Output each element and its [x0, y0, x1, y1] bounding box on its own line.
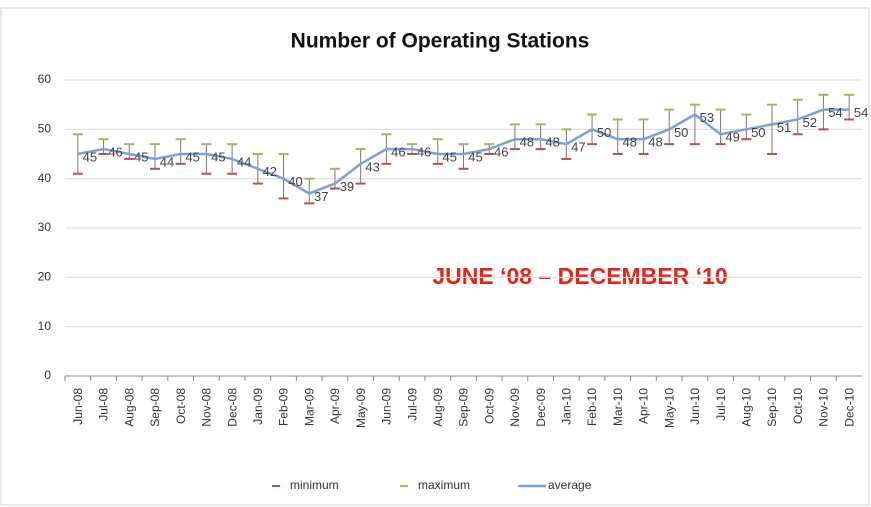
data-label: 48	[520, 135, 534, 150]
x-tick-label: Jul-08	[97, 388, 111, 421]
y-tick-label: 30	[38, 220, 52, 234]
x-tick-label: Feb-09	[277, 388, 291, 426]
chart-frame	[0, 7, 870, 506]
x-tick-label: Sep-08	[148, 388, 162, 427]
x-tick-label: Dec-10	[842, 388, 856, 427]
data-label: 47	[571, 140, 585, 155]
data-label: 52	[802, 115, 816, 130]
y-tick-label: 60	[38, 72, 52, 86]
data-label: 48	[648, 135, 662, 150]
x-tick-label: Apr-09	[328, 388, 342, 424]
x-tick-label: Feb-10	[585, 388, 599, 426]
data-label: 54	[828, 105, 842, 120]
x-tick-label: Aug-10	[739, 388, 753, 427]
data-label: 50	[597, 125, 611, 140]
y-tick-label: 0	[44, 368, 51, 382]
x-tick-label: Oct-10	[791, 388, 805, 424]
x-tick-label: May-09	[354, 388, 368, 428]
data-label: 45	[211, 149, 225, 164]
data-label: 44	[237, 154, 251, 169]
x-tick-label: Jan-10	[560, 388, 574, 425]
x-tick-label: Jun-10	[688, 388, 702, 425]
data-label: 45	[83, 149, 97, 164]
x-tick-label: Aug-09	[431, 388, 445, 427]
x-tick-label: Nov-09	[508, 388, 522, 427]
data-label: 53	[700, 110, 714, 125]
x-tick-label: Jan-09	[251, 388, 265, 425]
data-label: 48	[545, 135, 559, 150]
x-tick-label: Apr-10	[637, 388, 651, 424]
chart-title: Number of Operating Stations	[291, 30, 590, 53]
data-label: 43	[365, 159, 379, 174]
data-label: 37	[314, 189, 328, 204]
data-label: 46	[494, 145, 508, 160]
data-label: 44	[160, 154, 174, 169]
x-tick-label: Sep-10	[765, 388, 779, 427]
data-label: 50	[674, 125, 688, 140]
average-line	[77, 108, 850, 195]
data-label: 51	[777, 120, 791, 135]
data-label: 46	[417, 145, 431, 160]
x-tick-label: Jun-09	[380, 388, 394, 425]
x-tick-label: Dec-09	[534, 388, 548, 427]
annotation: JUNE ‘08 – DECEMBER ‘10	[432, 263, 727, 289]
data-label: 39	[340, 179, 354, 194]
data-label: 40	[288, 174, 302, 189]
data-label: 45	[443, 149, 457, 164]
data-label: 50	[751, 125, 765, 140]
x-tick-label: Mar-10	[611, 388, 625, 426]
y-tick-label: 10	[38, 319, 52, 333]
y-tick-label: 40	[38, 171, 52, 185]
x-tick-label: Dec-08	[225, 388, 239, 427]
legend-label: average	[548, 478, 592, 492]
legend-label: maximum	[418, 478, 470, 492]
x-tick-label: Oct-08	[174, 388, 188, 424]
data-label: 46	[391, 145, 405, 160]
data-label: 42	[263, 164, 277, 179]
data-label: 45	[185, 149, 199, 164]
data-label: 45	[134, 149, 148, 164]
y-tick-label: 20	[38, 270, 52, 284]
x-tick-label: Nov-10	[817, 388, 831, 427]
data-label: 48	[623, 135, 637, 150]
data-label: 54	[854, 105, 868, 120]
data-label: 45	[468, 149, 482, 164]
x-tick-label: Mar-09	[302, 388, 316, 426]
x-tick-label: Aug-08	[122, 388, 136, 427]
x-tick-label: Nov-08	[200, 388, 214, 427]
y-tick-label: 50	[38, 122, 52, 136]
x-tick-label: Jun-08	[71, 388, 85, 425]
x-tick-label: Oct-09	[482, 388, 496, 424]
data-label: 49	[725, 130, 739, 145]
x-tick-label: Sep-09	[457, 388, 471, 427]
x-tick-label: May-10	[662, 388, 676, 428]
legend-label: minimum	[290, 478, 339, 492]
data-label: 46	[108, 145, 122, 160]
x-tick-label: Jul-09	[405, 388, 419, 421]
x-tick-label: Jul-10	[714, 388, 728, 421]
